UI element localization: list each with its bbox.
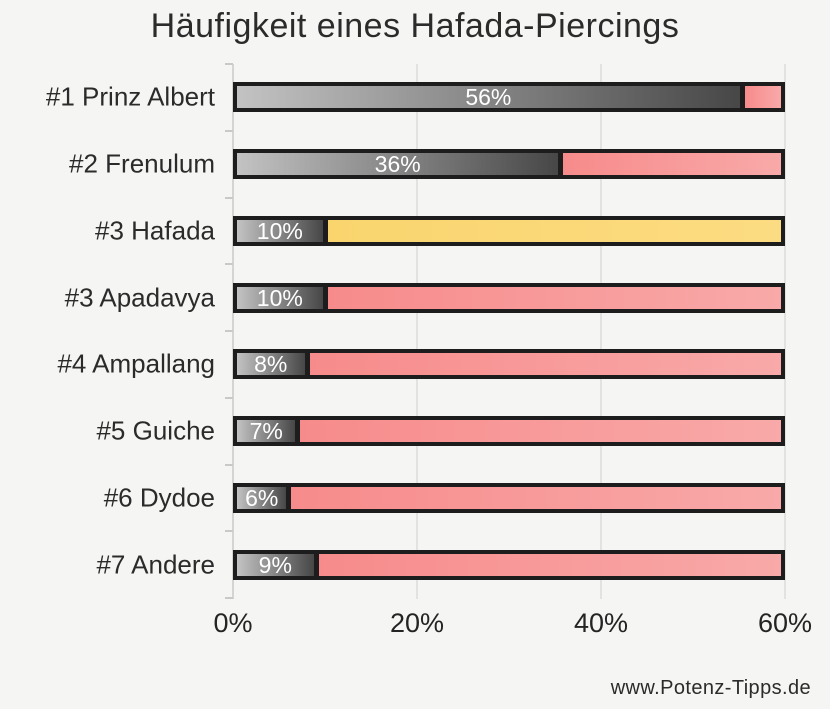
bar-row: 8% xyxy=(233,349,785,380)
category-label: #6 Dydoe xyxy=(103,482,215,513)
bar-value-label: 10% xyxy=(256,284,303,311)
watermark-url: www.Potenz-Tipps.de xyxy=(610,677,811,699)
bar-value-segment: 10% xyxy=(237,217,328,244)
gridline xyxy=(416,64,418,599)
bar-value-label: 6% xyxy=(245,484,279,511)
axis-tick xyxy=(225,396,233,399)
bar-row: 9% xyxy=(233,549,785,580)
bar-remainder xyxy=(327,286,781,309)
bar-value-segment: 7% xyxy=(237,418,301,445)
bar-remainder xyxy=(744,86,781,109)
bar-value-segment: 9% xyxy=(237,551,319,578)
bar-value-label: 8% xyxy=(254,351,288,378)
bar-value-segment: 56% xyxy=(237,84,745,111)
category-label: #3 Apadavya xyxy=(64,282,215,313)
category-label: #4 Ampallang xyxy=(57,348,215,379)
bar-remainder xyxy=(563,153,781,176)
category-label: #2 Frenulum xyxy=(69,148,215,179)
bar-value-segment: 36% xyxy=(237,151,564,178)
axis-tick xyxy=(225,196,233,199)
bar-row: 36% xyxy=(233,149,785,180)
category-label: #5 Guiche xyxy=(96,415,215,446)
axis-tick xyxy=(225,597,233,599)
category-label: #1 Prinz Albert xyxy=(45,81,215,112)
x-tick-label: 20% xyxy=(389,608,445,638)
bar-remainder xyxy=(300,420,781,443)
bar-value-label: 9% xyxy=(258,551,292,578)
bar-remainder-highlight xyxy=(327,219,781,242)
x-tick-label: 60% xyxy=(757,608,813,638)
bar-row: 10% xyxy=(233,282,785,313)
bar-remainder xyxy=(291,486,781,509)
bar-value-label: 7% xyxy=(249,418,283,445)
axis-tick xyxy=(225,129,233,132)
bar-value-label: 56% xyxy=(465,84,512,111)
axis-tick xyxy=(225,263,233,266)
bar-value-segment: 8% xyxy=(237,351,310,378)
bar-row: 10% xyxy=(233,215,785,246)
category-label: #3 Hafada xyxy=(95,215,215,246)
axis-tick xyxy=(225,63,233,65)
bar-value-segment: 10% xyxy=(237,284,328,311)
gridline xyxy=(600,64,602,599)
bar-value-label: 36% xyxy=(374,151,421,178)
axis-tick xyxy=(225,530,233,533)
gridline xyxy=(784,64,786,599)
x-tick-label: 0% xyxy=(213,608,253,638)
y-axis-line xyxy=(232,64,234,599)
bar-value-label: 10% xyxy=(256,217,303,244)
bar-value-segment: 6% xyxy=(237,484,292,511)
category-label: #7 Andere xyxy=(96,549,215,580)
axis-tick xyxy=(225,463,233,466)
x-tick-label: 40% xyxy=(573,608,629,638)
chart-title: Häufigkeit eines Hafada-Piercings xyxy=(150,7,680,45)
bar-remainder xyxy=(318,553,781,576)
bar-row: 56% xyxy=(233,82,785,113)
bar-remainder xyxy=(309,353,781,376)
bar-row: 6% xyxy=(233,482,785,513)
bar-row: 7% xyxy=(233,416,785,447)
axis-tick xyxy=(225,330,233,332)
